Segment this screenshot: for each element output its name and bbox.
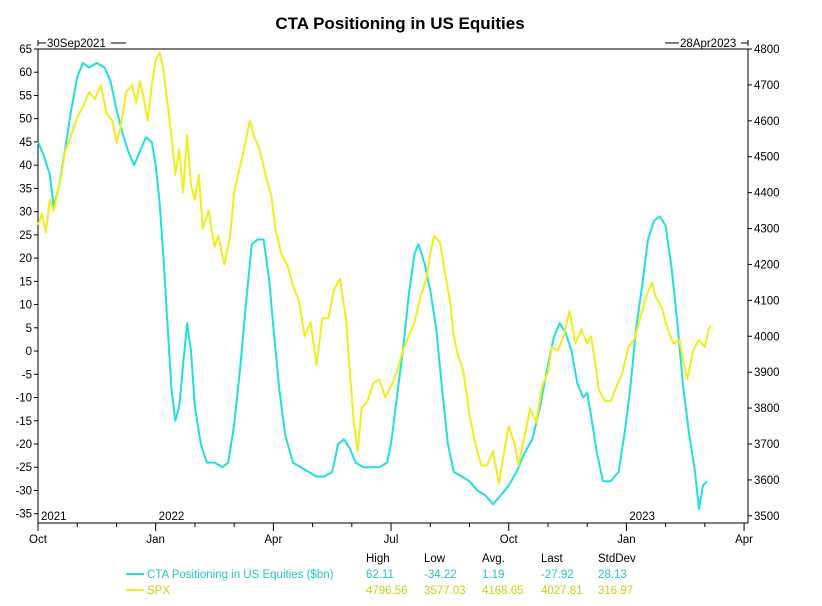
stat-spx-high: 4796.56 (366, 585, 408, 597)
left-tick-label: 65 (19, 44, 32, 56)
right-tick-label: 4800 (754, 44, 780, 56)
stats-header-high: High (366, 553, 390, 565)
cta-positioning-line (37, 61, 708, 511)
left-tick-label: 55 (19, 90, 32, 102)
left-axis: 65605550454035302520151050-5-10-15-20-25… (15, 44, 38, 521)
right-tick-label: 3700 (754, 439, 780, 451)
left-tick-label: 30 (19, 207, 32, 219)
right-tick-label: 4700 (754, 80, 780, 92)
spx-line (37, 51, 712, 485)
start-date-label: 30Sep2021 (47, 38, 106, 50)
stats-table: High Low Avg. Last StdDev CTA Positionin… (126, 553, 636, 597)
legend-label-cta: CTA Positioning in US Equities ($bn) (147, 569, 334, 581)
x-year-label: 2021 (41, 511, 67, 523)
x-month-label: Oct (29, 534, 48, 546)
stat-spx-last: 4027.81 (541, 585, 583, 597)
left-tick-label: 50 (19, 114, 32, 126)
right-tick-label: 3800 (754, 403, 780, 415)
right-tick-label: 4200 (754, 259, 780, 271)
right-tick-label: 4300 (754, 224, 780, 236)
x-month-label: Apr (735, 534, 753, 546)
stat-cta-avg: 1.19 (482, 569, 504, 581)
x-month-label: Jan (146, 534, 165, 546)
plot-frame (37, 48, 749, 524)
x-month-label: Jan (617, 534, 636, 546)
x-year-label: 2022 (159, 511, 185, 523)
left-tick-label: -20 (15, 439, 32, 451)
stat-cta-stddev: 28.13 (598, 569, 627, 581)
right-axis: 4800 4700 4600 4500 4400 4300 4200 4100 4000 3900… (748, 44, 780, 523)
left-tick-label: -35 (15, 509, 32, 521)
left-tick-label: 25 (19, 230, 32, 242)
x-month-label: Apr (264, 534, 282, 546)
right-tick-label: 3500 (754, 511, 780, 523)
left-tick-label: 35 (19, 183, 32, 195)
chart-title: CTA Positioning in US Equities (275, 14, 524, 33)
stat-cta-high: 62.11 (366, 569, 394, 581)
legend-label-spx: SPX (147, 585, 170, 597)
stats-header-last: Last (541, 553, 564, 565)
x-month-label: Oct (500, 534, 519, 546)
left-tick-label: -25 (15, 462, 32, 474)
left-tick-label: 15 (19, 276, 32, 288)
right-tick-label: 4600 (754, 116, 780, 128)
left-tick-label: 5 (26, 323, 32, 335)
left-tick-label: 40 (19, 160, 32, 172)
right-tick-label: 3600 (754, 475, 780, 487)
start-date-marker: 30Sep2021 (37, 38, 126, 50)
stats-header-avg: Avg. (482, 553, 505, 565)
right-tick-label: 3900 (754, 367, 780, 379)
series-layer (37, 51, 712, 511)
stats-header-low: Low (424, 553, 446, 565)
right-tick-label: 4400 (754, 188, 780, 200)
right-tick-label: 4100 (754, 295, 780, 307)
left-tick-label: -15 (15, 416, 32, 428)
end-date-label: 28Apr2023 (680, 38, 736, 50)
left-tick-label: 20 (19, 253, 32, 265)
stats-header-stddev: StdDev (598, 553, 636, 565)
left-tick-label: 45 (19, 137, 32, 149)
right-tick-label: 4000 (754, 331, 780, 343)
left-tick-label: -5 (22, 369, 32, 381)
stat-spx-stddev: 316.97 (598, 585, 633, 597)
end-date-marker: 28Apr2023 (665, 38, 749, 50)
stat-cta-last: -27.92 (541, 569, 574, 581)
left-tick-label: 0 (26, 346, 32, 358)
left-tick-label: 10 (19, 300, 32, 312)
x-axis: Oct Jan Apr Jul Oct Jan Apr 2021 2022 2023 (29, 511, 753, 546)
left-tick-label: 60 (19, 67, 32, 79)
stat-cta-low: -34.22 (424, 569, 457, 581)
left-tick-label: -30 (15, 485, 32, 497)
x-year-label: 2023 (629, 511, 655, 523)
stat-spx-low: 3577.03 (424, 585, 466, 597)
right-tick-label: 4500 (754, 152, 780, 164)
stat-spx-avg: 4168.65 (482, 585, 524, 597)
x-month-label: Jul (384, 534, 399, 546)
left-tick-label: -10 (15, 393, 32, 405)
